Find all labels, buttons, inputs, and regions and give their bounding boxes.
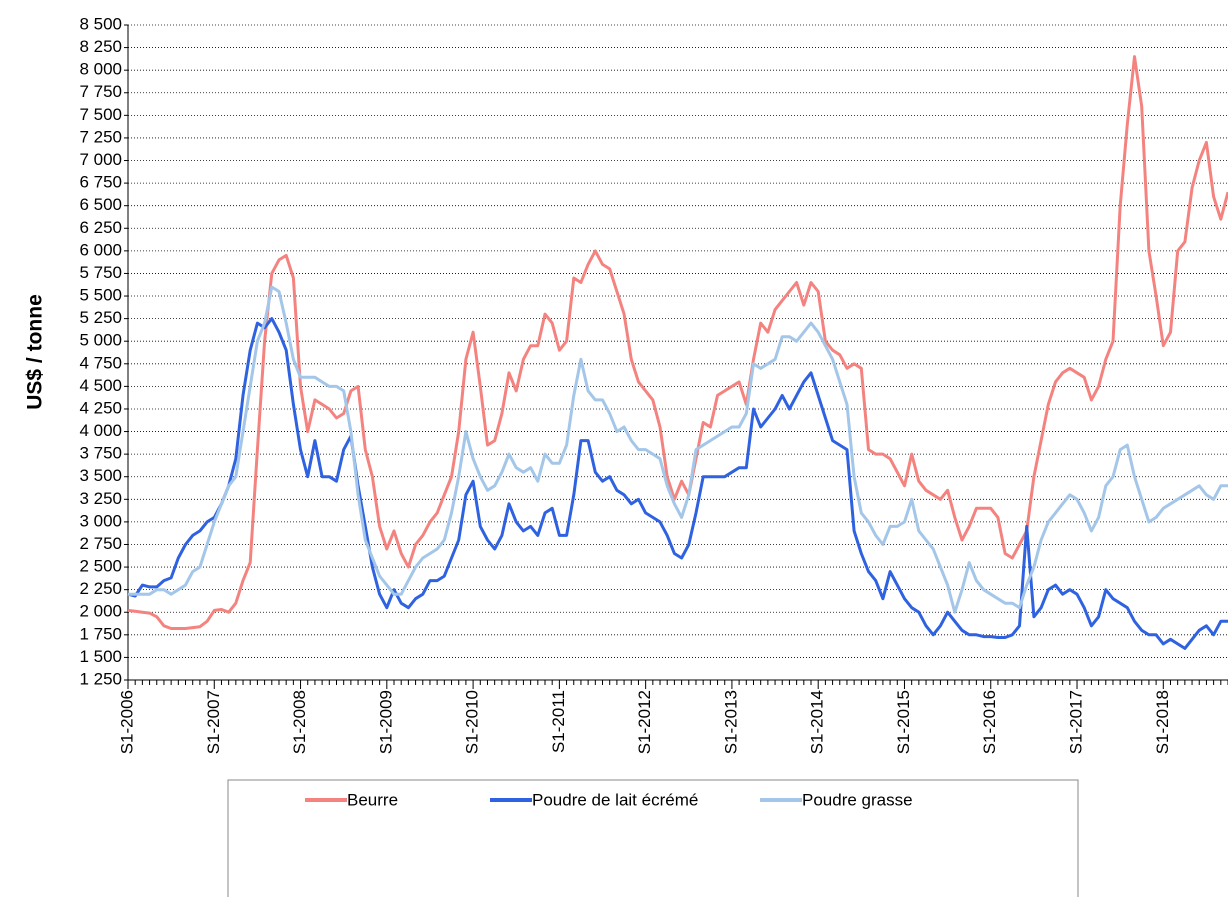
y-tick-label: 2 750 bbox=[79, 534, 122, 553]
y-tick-label: 2 000 bbox=[79, 602, 122, 621]
y-tick-label: 3 500 bbox=[79, 466, 122, 485]
y-tick-label: 3 000 bbox=[79, 511, 122, 530]
y-tick-label: 4 000 bbox=[79, 421, 122, 440]
series-line bbox=[127, 317, 1228, 650]
x-tick-label: S1-2013 bbox=[721, 690, 740, 754]
y-tick-label: 1 750 bbox=[79, 624, 122, 643]
x-tick-label: S1-2017 bbox=[1067, 690, 1086, 754]
y-tick-label: 8 250 bbox=[79, 37, 122, 56]
x-tick-label: S1-2010 bbox=[463, 690, 482, 754]
y-tick-label: 8 500 bbox=[79, 14, 122, 33]
y-tick-label: 1 500 bbox=[79, 647, 122, 666]
series-line bbox=[128, 285, 1228, 614]
y-tick-label: 5 000 bbox=[79, 331, 122, 350]
y-tick-label: 5 750 bbox=[79, 263, 122, 282]
x-tick-label: S1-2016 bbox=[980, 690, 999, 754]
x-tick-label: S1-2009 bbox=[376, 690, 395, 754]
y-tick-label: 6 000 bbox=[79, 240, 122, 259]
y-tick-label: 7 750 bbox=[79, 82, 122, 101]
x-tick-label: S1-2018 bbox=[1153, 690, 1172, 754]
x-tick-label: S1-2006 bbox=[117, 690, 136, 754]
y-tick-label: 1 250 bbox=[79, 669, 122, 688]
y-tick-label: 5 500 bbox=[79, 286, 122, 305]
legend-label: Poudre grasse bbox=[802, 790, 913, 809]
y-tick-label: 2 500 bbox=[79, 557, 122, 576]
x-tick-label: S1-2015 bbox=[894, 690, 913, 754]
y-tick-label: 3 750 bbox=[79, 444, 122, 463]
y-tick-label: 5 250 bbox=[79, 308, 122, 327]
y-tick-label: 7 000 bbox=[79, 150, 122, 169]
y-tick-label: 4 250 bbox=[79, 398, 122, 417]
y-tick-label: 7 500 bbox=[79, 105, 122, 124]
y-tick-label: 6 500 bbox=[79, 195, 122, 214]
legend bbox=[227, 779, 1079, 897]
x-tick-label: S1-2008 bbox=[290, 690, 309, 754]
y-tick-label: 6 250 bbox=[79, 218, 122, 237]
y-tick-label: 8 000 bbox=[79, 60, 122, 79]
y-tick-label: 6 750 bbox=[79, 173, 122, 192]
y-tick-label: 4 500 bbox=[79, 376, 122, 395]
x-tick-label: S1-2007 bbox=[204, 690, 223, 754]
y-tick-label: 7 250 bbox=[79, 127, 122, 146]
legend-label: Beurre bbox=[347, 790, 398, 809]
y-axis-label: US$ / tonne bbox=[24, 294, 47, 410]
y-tick-label: 2 250 bbox=[79, 579, 122, 598]
x-tick-label: S1-2014 bbox=[808, 690, 827, 754]
y-tick-label: 4 750 bbox=[79, 353, 122, 372]
y-tick-label: 3 250 bbox=[79, 489, 122, 508]
x-tick-label: S1-2011 bbox=[549, 690, 568, 753]
legend-label: Poudre de lait écrémé bbox=[532, 790, 698, 809]
series-line bbox=[127, 55, 1228, 630]
x-tick-label: S1-2012 bbox=[635, 690, 654, 754]
